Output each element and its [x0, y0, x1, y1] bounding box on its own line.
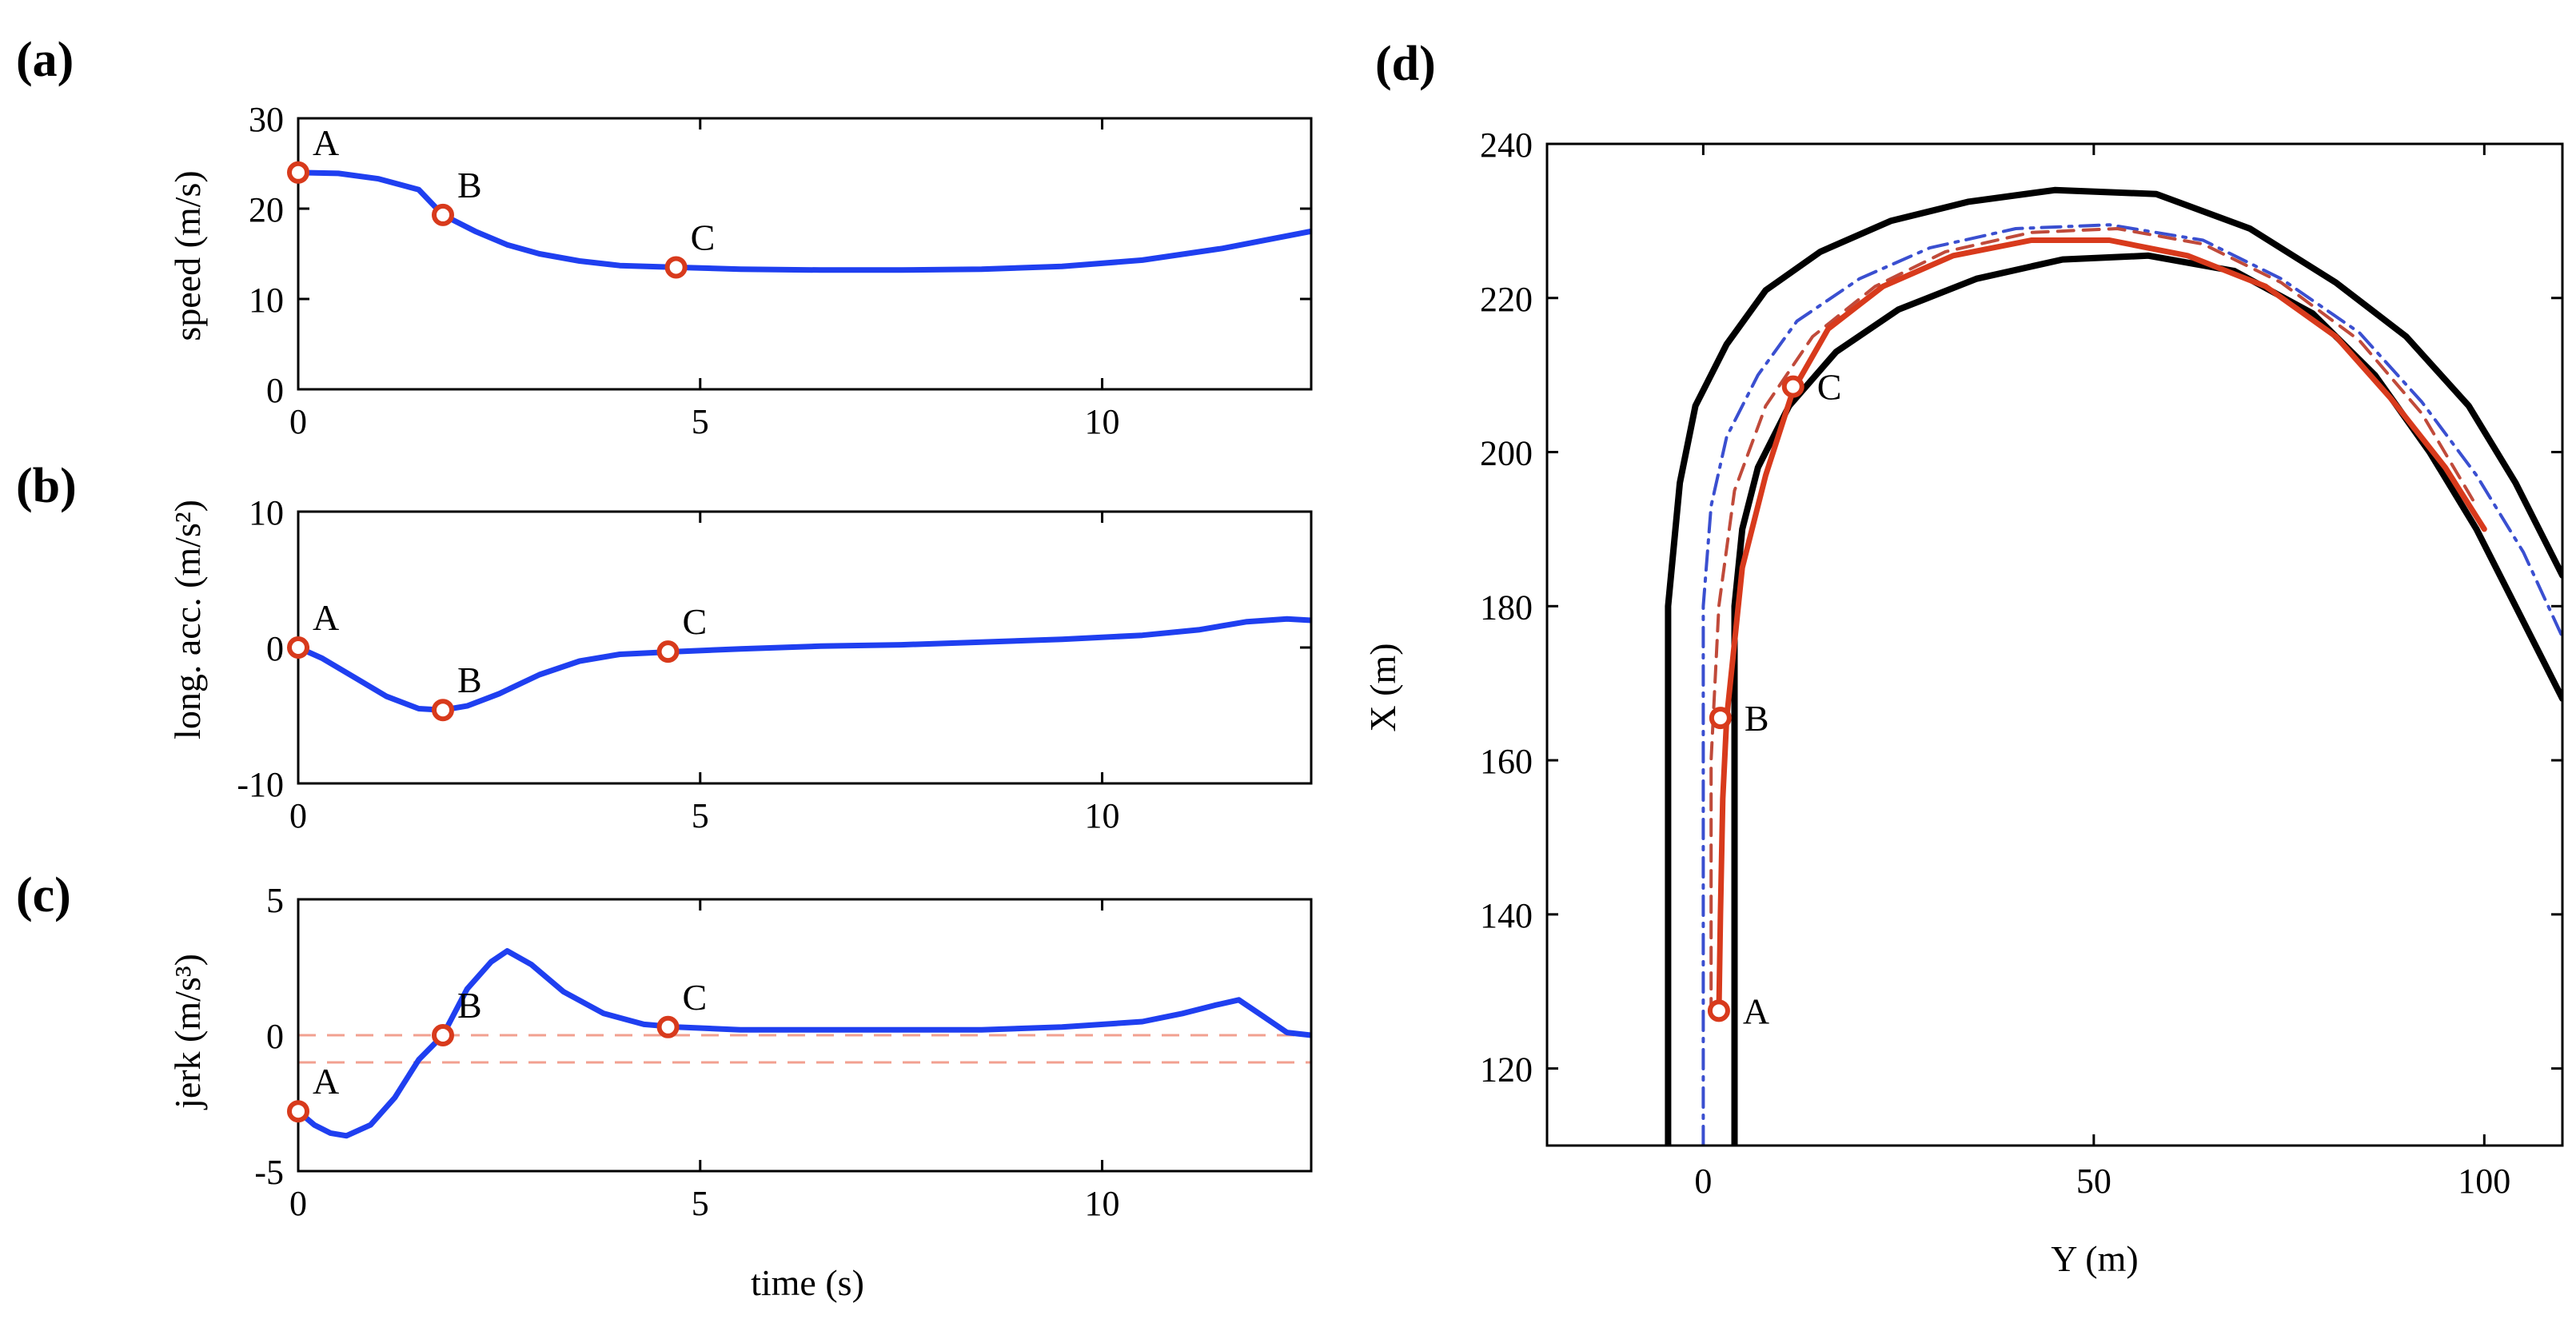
panel-a-ytick-label-3: 30 [249, 100, 284, 139]
panel-d-marker-B [1709, 707, 1732, 730]
panel-b-marker-A [287, 636, 309, 659]
panel-d-ytick-label-1: 140 [1480, 896, 1533, 935]
panel-d-series-4 [1716, 237, 2487, 1018]
panel-c-plot-area: A B C [287, 898, 1313, 1173]
panel-a-marker-label-C: C [691, 217, 716, 257]
panel-c-series-0 [298, 948, 1311, 1139]
panel-c-ylabel: jerk (m/s³) [167, 954, 208, 1110]
panel-c-ytick-label-1: 0 [266, 1017, 284, 1056]
panel-b-marker-B [432, 699, 454, 722]
panel-d-marker-label-A: A [1743, 990, 1769, 1031]
panel-b-marker-label-A: A [313, 597, 339, 638]
panel-d-xtick-label-0: 0 [1694, 1162, 1712, 1201]
panel-d-series-3 [1709, 227, 2478, 1017]
panel-d-ytick-label-4: 200 [1480, 434, 1533, 473]
panel-d-ytick-label-0: 120 [1480, 1050, 1533, 1090]
panel-b-marker-C [656, 640, 680, 663]
panel-b-xtick-label-1: 5 [692, 796, 709, 835]
panel-c-xlabel: time (s) [751, 1262, 864, 1303]
panel-d-frame [1545, 142, 2564, 1147]
panel-b-marker-label-C: C [683, 601, 708, 642]
panel-a-xtick-label-1: 5 [692, 402, 709, 441]
panel-c-marker-B [432, 1024, 454, 1046]
panel-c-marker-label-C: C [683, 977, 708, 1018]
panel-d-ytick-label-2: 160 [1480, 742, 1533, 781]
panel-d-ytick-label-3: 180 [1480, 588, 1533, 627]
panel-a-xtick-label-2: 10 [1085, 402, 1120, 441]
panel-d-ylabel: X (m) [1362, 643, 1403, 731]
panel-c-marker-C [656, 1015, 680, 1038]
panel-a-speed-plot: (a) speed (m/s) 0 5 10 0 10 20 30 A B C [16, 33, 1313, 441]
panel-b-label: (b) [16, 459, 77, 513]
panel-a-plot-area: A B C [287, 117, 1313, 391]
panel-b-xtick-label-2: 10 [1085, 796, 1120, 835]
panel-a-ylabel: speed (m/s) [167, 170, 208, 341]
panel-b-xtick-label-0: 0 [289, 796, 307, 835]
panel-a-label: (a) [16, 33, 74, 87]
panel-c-marker-A [287, 1100, 309, 1123]
panel-c-marker-label-A: A [313, 1061, 339, 1102]
panel-a-marker-label-A: A [313, 122, 339, 163]
panel-d-series-1 [1731, 252, 2562, 1146]
panel-c-ytick-label-2: 5 [266, 881, 284, 920]
panel-a-ytick-label-1: 10 [249, 281, 284, 320]
panel-a-ytick-label-0: 0 [266, 371, 284, 410]
panel-a-marker-A [287, 161, 309, 184]
panel-a-xtick-label-0: 0 [289, 402, 307, 441]
panel-b-series-0 [298, 616, 1311, 713]
panel-b-ytick-label-2: 10 [249, 493, 284, 532]
panel-c-label: (c) [16, 868, 71, 923]
panel-d-xtick-label-1: 50 [2076, 1162, 2111, 1201]
panel-a-series-0 [298, 169, 1311, 273]
panel-a-marker-C [664, 256, 688, 279]
panel-c-jerk-plot: (c) jerk (m/s³) time (s) 0 5 10-505 AB C [16, 868, 1313, 1303]
panel-c-xtick-label-0: 0 [289, 1184, 307, 1223]
panel-d-label: (d) [1375, 37, 1436, 91]
panel-d-xtick-label-2: 100 [2458, 1162, 2510, 1201]
panel-b-plot-area: A B C [287, 510, 1313, 785]
panel-d-series-2 [1701, 223, 2562, 1146]
panel-d-marker-label-C: C [1817, 367, 1842, 408]
panel-d-xlabel: Y (m) [2051, 1238, 2138, 1279]
panel-a-ytick-label-2: 20 [249, 190, 284, 229]
panel-c-frame [297, 898, 1313, 1173]
panel-d-series-0 [1665, 186, 2562, 1146]
panel-d-marker-C [1781, 375, 1804, 398]
panel-c-ytick-label-0: -5 [254, 1153, 284, 1192]
panel-d-ytick-label-5: 220 [1480, 280, 1533, 319]
panel-a-marker-label-B: B [457, 165, 482, 205]
panel-a-marker-B [432, 203, 454, 226]
panel-d-ytick-label-6: 240 [1480, 126, 1533, 165]
panel-d-plot-area: A B C [1545, 142, 2564, 1147]
panel-b-ytick-label-0: -10 [237, 765, 284, 804]
panel-d-marker-A [1707, 999, 1730, 1022]
panel-c-xtick-label-2: 10 [1085, 1184, 1120, 1223]
panel-c-marker-label-B: B [457, 985, 482, 1026]
panel-b-ytick-label-1: 0 [266, 629, 284, 668]
panel-d-trajectory-plot: (d) X (m) Y (m) 0 50 100 120 140 160 180 200 220… [1362, 37, 2564, 1279]
panel-c-xtick-label-1: 5 [692, 1184, 709, 1223]
panel-a-frame [297, 117, 1313, 391]
panel-d-ticks: 0 50 100 120 140 160 180 200 220 240 [1480, 126, 2562, 1201]
panel-d-marker-label-B: B [1745, 698, 1769, 739]
panel-b-ylabel: long. acc. (m/s²) [167, 500, 208, 739]
panel-b-marker-label-B: B [457, 660, 482, 700]
